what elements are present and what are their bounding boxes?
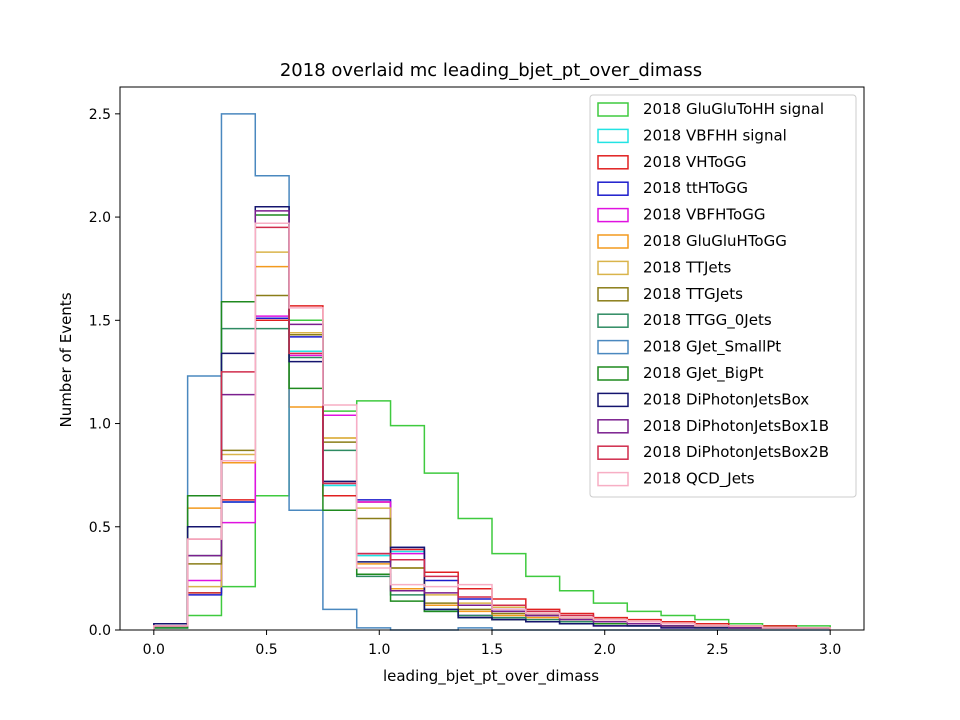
legend-label: 2018 TTGJets	[643, 285, 743, 303]
legend-label: 2018 DiPhotonJetsBox1B	[643, 417, 829, 435]
legend-item: 2018 VBFHH signal	[597, 126, 787, 144]
y-tick-label: 0.0	[89, 623, 111, 639]
x-tick-label: 1.5	[481, 642, 503, 658]
y-tick-label: 0.5	[89, 520, 111, 536]
x-tick-label: 0.5	[255, 642, 277, 658]
legend-label: 2018 DiPhotonJetsBox2B	[643, 443, 829, 461]
series-1	[153, 319, 831, 630]
legend-item: 2018 GluGluToHH signal	[597, 100, 824, 118]
legend-swatch	[597, 313, 629, 328]
legend-swatch	[597, 155, 629, 170]
x-axis-label: leading_bjet_pt_over_dimass	[383, 667, 599, 686]
legend-item: 2018 GJet_SmallPt	[597, 338, 781, 357]
legend-swatch	[597, 339, 629, 355]
legend-swatch	[597, 287, 629, 302]
legend-label: 2018 ttHToGG	[643, 179, 748, 197]
legend-label: 2018 DiPhotonJetsBox	[643, 390, 809, 408]
y-axis-label: Number of Events	[57, 292, 75, 427]
legend-item: 2018 TTGJets	[597, 285, 743, 303]
legend-swatch	[597, 419, 629, 434]
series-line	[153, 222, 831, 630]
legend-item: 2018 DiPhotonJetsBox2B	[597, 443, 829, 461]
chart-title: 2018 overlaid mc leading_bjet_pt_over_di…	[280, 60, 702, 81]
legend-item: 2018 VBFHToGG	[597, 206, 765, 224]
legend-item: 2018 TTJets	[597, 258, 732, 276]
legend-swatch	[597, 392, 629, 408]
legend-frame	[589, 94, 857, 498]
legend-swatch	[597, 181, 629, 196]
legend: 2018 GluGluToHH signal 2018 VBFHH signal 2…	[589, 94, 857, 498]
legend-label: 2018 TTJets	[643, 258, 732, 276]
y-tick-label: 2.5	[89, 107, 111, 123]
legend-label: 2018 GluGluHToGG	[643, 232, 787, 250]
legend-item: 2018 DiPhotonJetsBox	[597, 390, 809, 408]
legend-swatch	[597, 128, 629, 144]
legend-item: 2018 TTGG_0Jets	[597, 311, 772, 330]
legend-swatch	[597, 366, 629, 381]
series-line	[153, 319, 831, 630]
legend-label: 2018 TTGG_0Jets	[643, 311, 772, 330]
x-tick-label: 2.0	[594, 642, 616, 658]
legend-item: 2018 VHToGG	[597, 153, 747, 171]
legend-swatch	[597, 471, 629, 487]
legend-label: 2018 VBFHToGG	[643, 206, 765, 224]
series-15	[153, 222, 831, 630]
legend-swatch	[597, 207, 629, 223]
x-tick-label: 1.0	[368, 642, 390, 658]
legend-item: 2018 ttHToGG	[597, 179, 748, 197]
plot-area: 0.0 0.5 1.0 1.5 2.0 2.5 3.0 0.0 0.5 1.0 1.5 2.0 2.5 2…	[89, 86, 865, 658]
legend-item: 2018 DiPhotonJetsBox1B	[597, 417, 829, 435]
legend-label: 2018 GJet_SmallPt	[643, 338, 781, 357]
legend-label: 2018 GluGluToHH signal	[643, 100, 824, 118]
legend-item: 2018 GJet_BigPt	[597, 364, 764, 383]
legend-swatch	[597, 234, 629, 249]
y-tick-label: 1.5	[89, 313, 111, 329]
legend-item: 2018 QCD_Jets	[597, 470, 755, 489]
legend-swatch	[597, 260, 629, 276]
x-tick-label: 0.0	[143, 642, 165, 658]
y-tick-label: 1.0	[89, 417, 111, 433]
legend-label: 2018 QCD_Jets	[643, 470, 755, 489]
legend-label: 2018 GJet_BigPt	[643, 364, 764, 383]
legend-swatch	[597, 102, 629, 117]
legend-label: 2018 VHToGG	[643, 153, 747, 171]
x-tick-label: 2.5	[706, 642, 728, 658]
legend-label: 2018 VBFHH signal	[643, 126, 787, 144]
x-tick-label: 3.0	[819, 642, 841, 658]
legend-swatch	[597, 445, 629, 460]
legend-item: 2018 GluGluHToGG	[597, 232, 787, 250]
y-tick-label: 2.0	[89, 210, 111, 226]
